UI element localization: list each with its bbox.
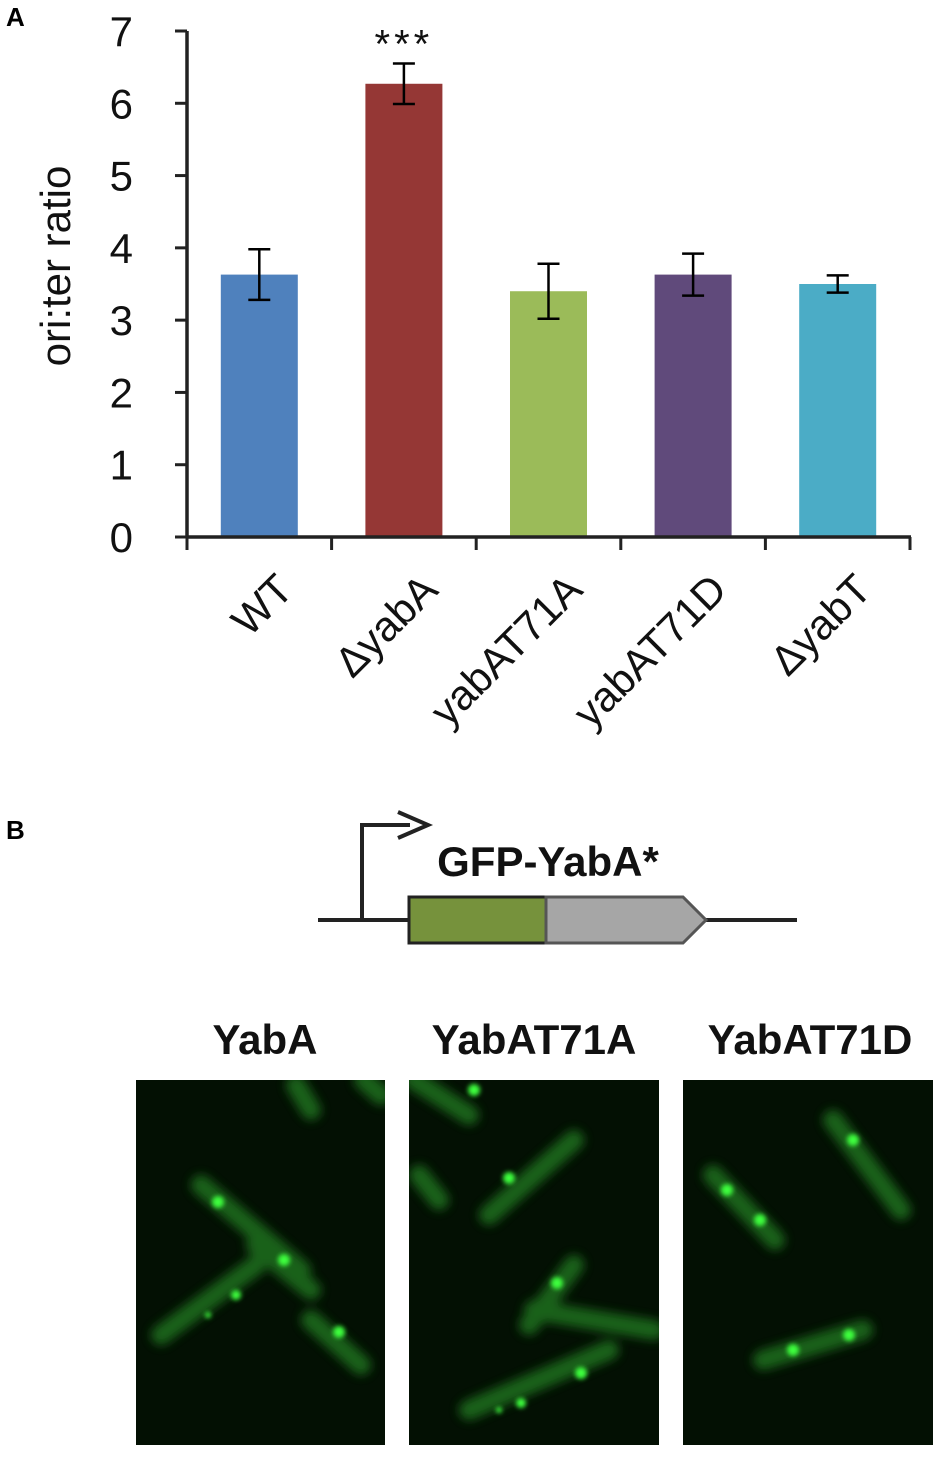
bar — [654, 274, 732, 537]
y-tick-label: 1 — [110, 442, 133, 489]
y-tick-label: 0 — [110, 514, 133, 561]
micrograph-title-yabat71d: YabAT71D — [707, 1016, 913, 1063]
y-tick-label: 3 — [110, 297, 133, 344]
bar — [799, 284, 877, 537]
gfp-segment — [407, 895, 548, 945]
annotations-layer: *** — [375, 23, 434, 67]
micrograph-title-yaba: YabA — [212, 1016, 318, 1063]
axes-layer — [185, 31, 912, 550]
error-bars-layer — [248, 62, 849, 320]
promoter-arrowhead-icon — [397, 810, 434, 840]
bar — [510, 291, 587, 537]
micrograph-yabat71a — [409, 1080, 659, 1445]
x-tick-label: yabAT71D — [564, 565, 735, 736]
gene-construct-diagram: GFP-YabA* — [318, 810, 797, 945]
significance-annotation: *** — [375, 23, 434, 67]
x-tick-label: yabAT71A — [421, 565, 591, 735]
yaba-segment — [544, 895, 709, 945]
micrograph-yaba — [136, 1080, 385, 1445]
y-ticks-layer: 0 1 2 3 4 5 6 7 — [110, 8, 187, 561]
bars-layer — [220, 83, 877, 538]
x-tick-label: WT — [222, 565, 301, 644]
x-tick-label: ΔyabA — [325, 565, 446, 686]
micrograph-title-yabat71a: YabAT71A — [431, 1016, 637, 1063]
panel-b-label: B — [6, 815, 25, 845]
bar — [220, 274, 298, 537]
y-tick-label: 5 — [110, 153, 133, 200]
y-axis-label: ori:ter ratio — [32, 166, 79, 367]
bar — [365, 83, 443, 538]
micrograph-yabat71d — [683, 1080, 933, 1445]
construct-label: GFP-YabA* — [437, 838, 659, 885]
x-tick-label: ΔyabT — [761, 565, 880, 684]
y-tick-label: 6 — [110, 80, 133, 127]
y-tick-label: 7 — [110, 8, 133, 55]
promoter-arrow-icon — [360, 823, 410, 920]
y-tick-label: 4 — [110, 225, 133, 272]
y-tick-label: 2 — [110, 369, 133, 416]
panel-a-label: A — [6, 2, 25, 32]
